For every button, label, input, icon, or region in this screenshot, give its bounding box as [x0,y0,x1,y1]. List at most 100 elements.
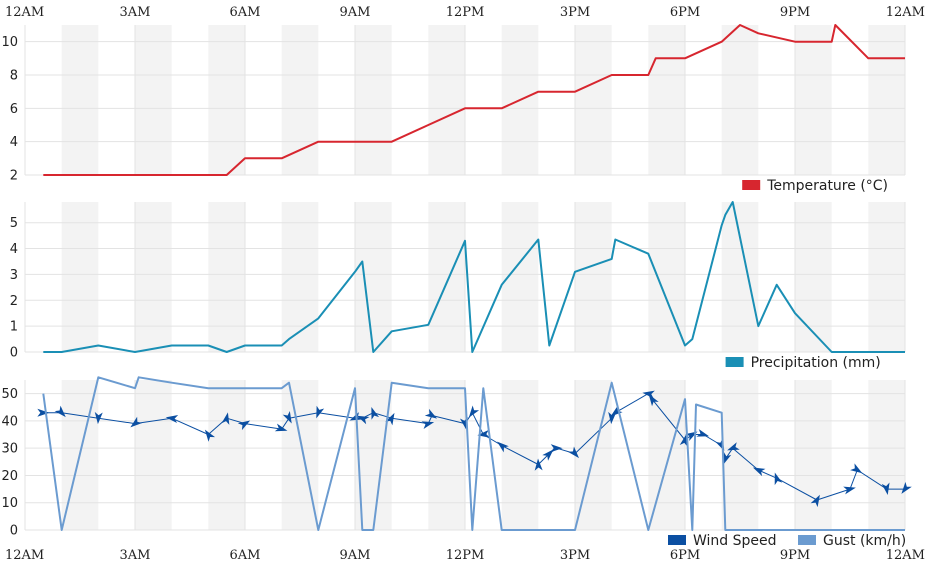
y-tick-label: 50 [1,387,18,402]
wind-direction-arrow [424,408,438,419]
hour-band [61,25,99,175]
y-tick-label: 4 [10,242,18,257]
wind-direction-arrow [542,449,554,461]
hour-band [868,202,905,352]
hour-band [281,202,319,352]
wind-direction-arrow [696,428,710,437]
hour-band [428,25,465,175]
wind-direction-arrow [468,405,480,418]
wind-direction-arrow [810,494,820,508]
series-line-wind-speed [43,393,905,501]
wind-direction-arrow [901,481,912,494]
wind-direction-arrow [534,458,543,471]
wind-direction-arrow [204,429,216,442]
wind-direction-arrow [237,420,251,431]
time-tick-label-top: 6AM [230,5,261,20]
hour-band [575,25,612,175]
hour-band [135,25,172,175]
wind-direction-arrow [497,441,509,453]
hour-band [648,25,685,175]
hour-band [208,380,245,530]
hour-band [428,202,465,352]
hour-band [428,380,465,530]
wind-direction-arrow [610,405,623,417]
wind-direction-arrow [723,452,732,465]
time-tick-label-top: 9PM [780,5,810,20]
hour-band [795,380,832,530]
y-tick-label: 30 [1,442,18,457]
wind-direction-arrow [54,405,66,418]
hour-band [135,202,172,352]
time-tick-label-bottom: 6AM [230,548,261,563]
wind-direction-arrow [881,482,890,496]
wind-direction-arrow [37,408,50,417]
y-tick-label: 0 [10,346,18,361]
legend-label: Gust (km/h) [823,533,906,549]
legend-label: Precipitation (mm) [751,355,881,371]
wind-direction-arrow [843,486,856,495]
time-tick-label-bottom: 3PM [560,548,590,563]
wind-direction-arrow [568,446,580,459]
time-tick-label-top: 3PM [560,5,590,20]
hour-band [648,202,685,352]
hour-band [281,25,319,175]
y-tick-label: 6 [10,102,18,117]
wind-direction-arrow [679,434,688,447]
time-tick-label-top: 9AM [340,5,371,20]
y-tick-label: 5 [10,216,18,231]
hour-band [61,202,99,352]
hour-band [721,25,759,175]
wind-direction-arrow [316,405,325,419]
wind-direction-arrow [648,394,659,407]
wind-direction-arrow [727,442,740,451]
wind-direction-arrow [356,415,370,425]
time-tick-label-top: 3AM [120,5,151,20]
series-line-precipitation [43,201,905,353]
time-tick-label-top: 12PM [446,5,485,20]
legend-swatch [668,535,686,545]
time-tick-label-bottom: 12AM [5,548,44,563]
time-tick-label-bottom: 12PM [446,548,485,563]
wind-direction-arrow [774,472,783,486]
y-tick-label: 10 [1,496,18,511]
hour-band [355,25,392,175]
wind-direction-arrow [371,407,380,420]
time-tick-label-bottom: 12AM [886,548,925,563]
time-tick-label-bottom: 3AM [120,548,151,563]
wind-direction-arrow [550,444,563,453]
time-tick-label-top: 12AM [5,5,44,20]
wind-direction-arrow [850,463,863,474]
hour-band [208,202,245,352]
hour-band [795,202,832,352]
hour-band [575,202,612,352]
wind-direction-arrow [94,411,103,425]
time-tick-label-bottom: 9PM [780,548,810,563]
time-tick-label-bottom: 9AM [340,548,371,563]
y-tick-label: 2 [10,169,18,184]
y-tick-label: 1 [10,320,18,335]
time-tick-label-top: 6PM [670,5,700,20]
hour-band [355,202,392,352]
hour-band [795,25,832,175]
wind-direction-arrow [752,467,766,477]
hour-band [208,25,245,175]
hour-band [721,202,759,352]
legend-swatch [742,180,761,190]
series-line-gust [42,376,905,531]
y-tick-label: 2 [10,294,18,309]
y-tick-label: 0 [10,524,18,539]
hour-band [868,380,905,530]
y-tick-label: 8 [10,69,18,84]
time-tick-label-bottom: 6PM [670,548,700,563]
y-tick-label: 4 [10,135,18,150]
legend-label: Wind Speed [693,533,777,549]
y-tick-label: 10 [1,35,18,50]
wind-direction-arrow [282,411,292,424]
hour-band [135,380,172,530]
hour-band [281,380,319,530]
wind-direction-arrow [130,416,143,428]
y-tick-label: 40 [1,414,18,429]
wind-direction-arrow [221,412,230,425]
y-tick-label: 3 [10,268,18,283]
